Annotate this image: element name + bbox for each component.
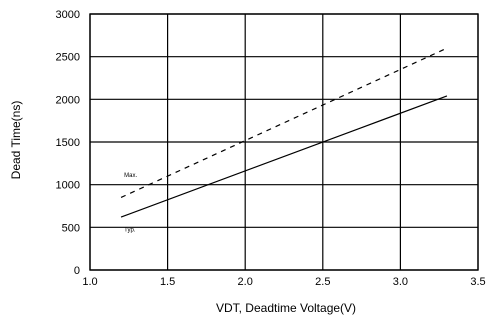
x-tick-label: 3.0 xyxy=(393,276,408,288)
x-tick-labels: 1.0 1.5 2.0 2.5 3.0 3.5 xyxy=(82,276,485,288)
x-tick-label: 2.0 xyxy=(238,276,253,288)
y-tick-label: 500 xyxy=(62,222,80,234)
y-tick-label: 3000 xyxy=(56,9,80,21)
x-tick-label: 2.5 xyxy=(315,276,330,288)
x-axis-label: VDT, Deadtime Voltage(V) xyxy=(216,301,356,315)
plot-frame xyxy=(89,13,479,271)
series-line-max xyxy=(120,47,448,199)
y-tick-label: 2000 xyxy=(56,94,80,106)
y-axis-label: Dead Time(ns) xyxy=(9,101,23,180)
annotation-label: Typ. xyxy=(124,228,136,234)
series-lines xyxy=(120,47,448,218)
series-annotations: Max. Typ. xyxy=(124,173,137,234)
y-tick-label: 1500 xyxy=(56,137,80,149)
series-line-typ xyxy=(120,95,448,218)
x-tick-label: 3.5 xyxy=(470,276,485,288)
y-tick-labels: 0 500 1000 1500 2000 2500 3000 xyxy=(56,9,80,277)
y-tick-label: 2500 xyxy=(56,52,80,64)
grid-lines xyxy=(89,13,479,271)
x-tick-label: 1.0 xyxy=(82,276,97,288)
y-tick-label: 0 xyxy=(74,265,80,277)
y-tick-label: 1000 xyxy=(56,180,80,192)
annotation-label: Max. xyxy=(124,173,137,179)
x-tick-label: 1.5 xyxy=(160,276,175,288)
